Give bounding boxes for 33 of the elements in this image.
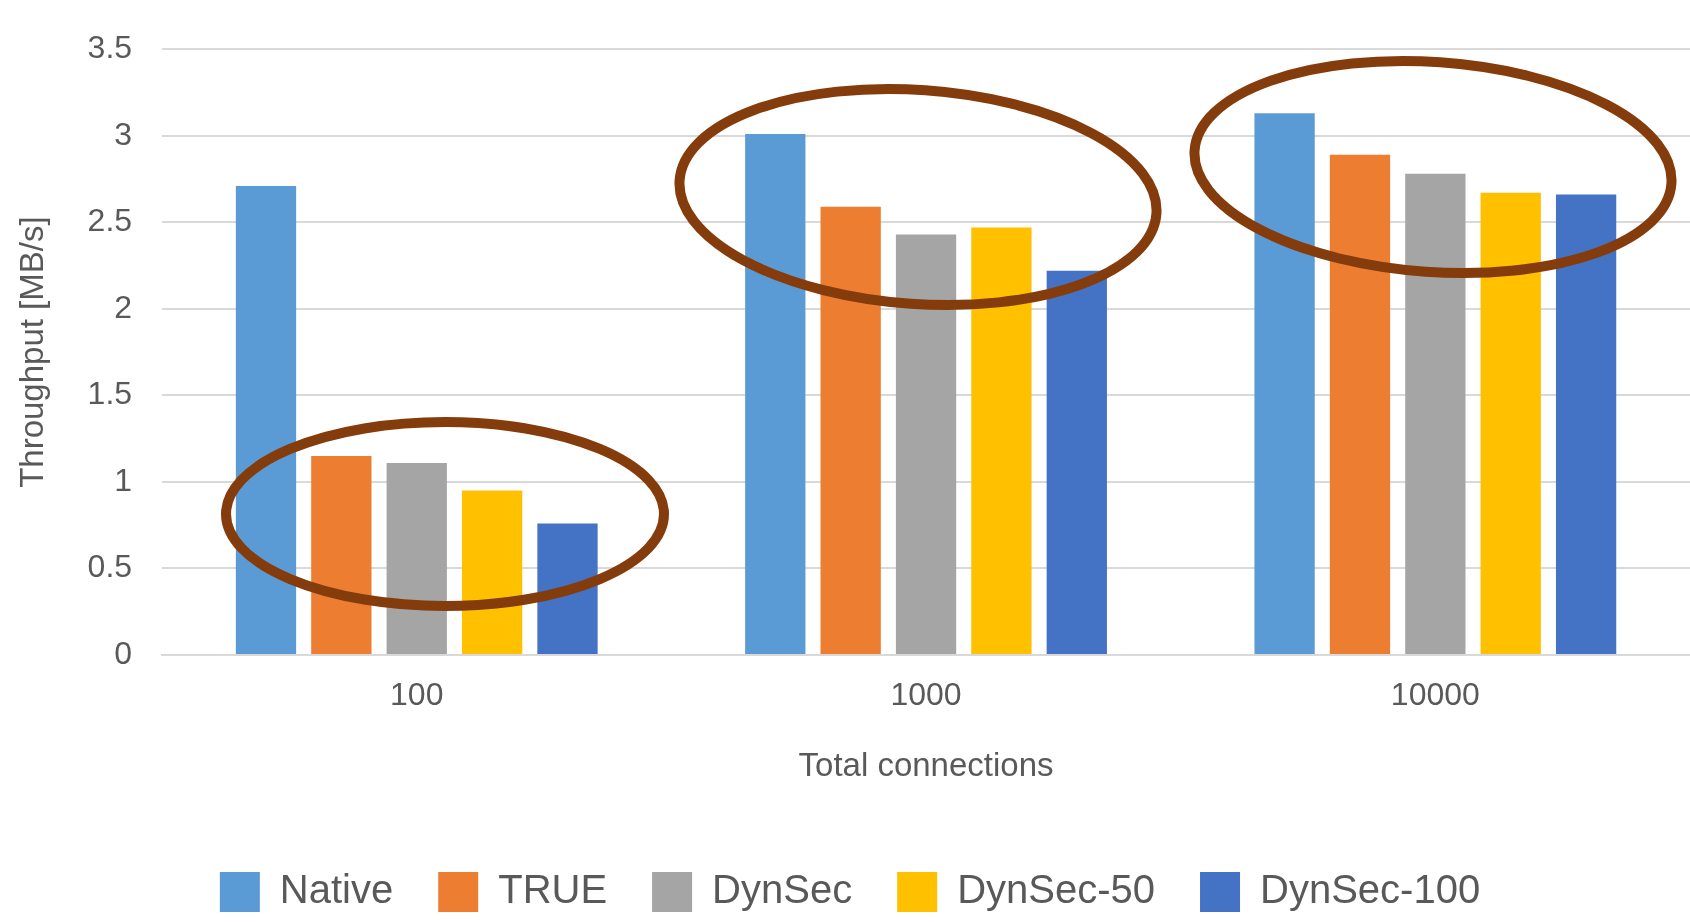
y-tick-label: 0 <box>114 634 133 671</box>
y-axis-title: Throughput [MB/s] <box>12 216 50 488</box>
bar <box>745 134 806 654</box>
bar <box>461 490 523 654</box>
bar <box>537 523 598 654</box>
legend-label: DynSec-100 <box>1260 867 1481 912</box>
legend-label: DynSec-50 <box>957 867 1156 912</box>
y-tick-label: 2.5 <box>87 202 133 239</box>
bar <box>1555 194 1617 654</box>
legend-label: DynSec <box>712 867 853 912</box>
bar <box>1254 113 1315 654</box>
x-tick-label: 100 <box>390 676 444 713</box>
bar <box>971 227 1032 654</box>
bar <box>1405 173 1466 654</box>
y-tick-label: 2 <box>114 288 133 325</box>
legend-label: TRUE <box>498 867 608 912</box>
bar <box>235 185 297 654</box>
bar <box>1329 154 1391 654</box>
bar <box>1480 192 1541 654</box>
bar <box>386 462 447 654</box>
legend-label: Native <box>279 867 394 912</box>
x-axis-title: Total connections <box>798 746 1054 784</box>
y-tick-label: 3 <box>114 115 133 152</box>
bar <box>820 206 881 654</box>
y-tick-label: 1 <box>114 461 133 498</box>
x-tick-label: 10000 <box>1390 676 1480 713</box>
x-tick-label: 1000 <box>890 676 962 713</box>
y-tick-label: 0.5 <box>87 548 133 585</box>
y-tick-label: 3.5 <box>87 29 133 66</box>
bar <box>311 455 372 654</box>
bar <box>1046 270 1107 654</box>
bar <box>895 234 957 654</box>
y-tick-label: 1.5 <box>87 375 133 412</box>
